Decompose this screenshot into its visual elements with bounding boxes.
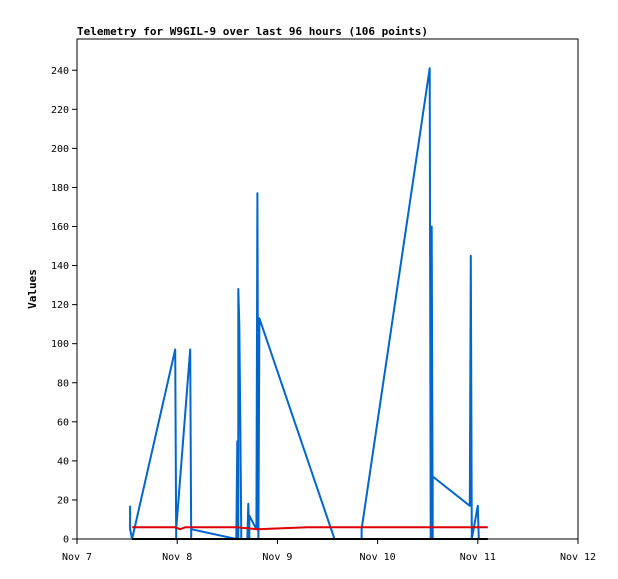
y-tick-label: 20 (57, 495, 69, 506)
y-tick-label: 220 (51, 105, 69, 116)
x-tick-label: Nov 11 (460, 552, 496, 563)
series-line-0 (129, 67, 480, 540)
x-tick-label: Nov 12 (560, 552, 596, 563)
y-axis-label: Values (26, 269, 39, 309)
x-tick-label: Nov 9 (262, 552, 292, 563)
y-tick-label: 40 (57, 456, 69, 467)
x-tick-label: Nov 7 (62, 552, 92, 563)
y-tick-label: 60 (57, 417, 69, 428)
y-tick-label: 140 (51, 261, 69, 272)
y-tick-label: 80 (57, 378, 69, 389)
chart-title: Telemetry for W9GIL-9 over last 96 hours… (77, 25, 428, 38)
y-tick-label: 0 (63, 535, 69, 546)
x-tick-label: Nov 10 (360, 552, 396, 563)
y-tick-label: 200 (51, 144, 69, 155)
series-layer (129, 67, 488, 540)
y-tick-label: 120 (51, 300, 69, 311)
y-axis-ticks: 0 20 40 60 80 100 120 140 160 180 200 220 240 (51, 66, 77, 546)
y-tick-label: 160 (51, 222, 69, 233)
x-axis-ticks: Nov 7 Nov 8 Nov 9 Nov 10 Nov 11 Nov 12 (62, 539, 596, 563)
y-tick-label: 100 (51, 339, 69, 350)
y-tick-label: 240 (51, 66, 69, 77)
plot-frame (76, 38, 579, 540)
y-tick-label: 180 (51, 183, 69, 194)
x-tick-label: Nov 8 (162, 552, 192, 563)
series-line-1 (132, 526, 488, 531)
